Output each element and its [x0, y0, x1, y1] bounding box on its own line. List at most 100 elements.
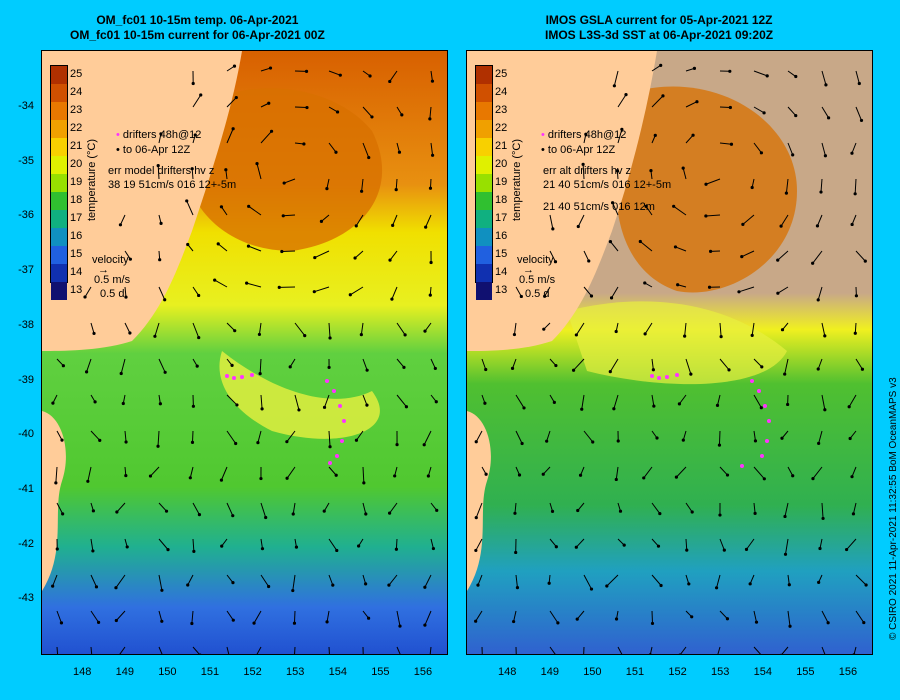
current-arrowhead [334, 473, 338, 477]
current-arrow [753, 646, 761, 654]
current-arrowhead [115, 510, 119, 514]
current-arrow [395, 538, 398, 550]
current-arrowhead [474, 516, 478, 520]
legend-err: err model drifters hv z [108, 165, 215, 177]
current-arrowhead [727, 368, 731, 372]
current-arrowhead [695, 100, 699, 104]
current-arrowhead [252, 621, 256, 625]
legend-drifters: • drifters 48h@12 [541, 129, 627, 141]
current-arrowhead [860, 367, 865, 371]
current-arrow [328, 142, 337, 153]
current-arrow [716, 574, 721, 588]
current-arrow [260, 394, 263, 409]
current-arrowhead [642, 476, 646, 480]
current-arrowhead [748, 582, 752, 586]
current-arrowhead [717, 443, 722, 447]
current-arrow [328, 106, 338, 113]
current-arrowhead [817, 441, 821, 445]
current-arrow [577, 502, 585, 511]
colorbar-swatch [51, 138, 67, 156]
current-arrowhead [618, 509, 623, 513]
copyright-credit: © CSIRO 2021 11-Apr-2021 11:32:55 BoM Oc… [888, 377, 899, 640]
current-arrow [821, 646, 826, 654]
current-arrowhead [268, 66, 273, 70]
current-arrow [583, 574, 592, 590]
current-arrow [855, 106, 862, 121]
legend-stats: 38 19 51cm/s 016 12+-5m [108, 179, 237, 191]
current-arrowhead [620, 127, 624, 131]
lon-tick-label: 148 [73, 666, 92, 678]
current-arrow [846, 538, 857, 550]
current-arrow [753, 358, 763, 368]
current-arrow [292, 502, 296, 515]
left-map-panel[interactable]: 25 24 23 22 21 20 19 18 17 16 15 14 13 temperature (… [41, 50, 448, 655]
current-arrow [260, 538, 263, 549]
right-map-canvas [467, 51, 872, 654]
velocity-time: 0.5 d [525, 288, 550, 300]
current-arrow [283, 214, 296, 217]
current-arrowhead [397, 150, 402, 154]
land-tasmania-islands [42, 411, 66, 591]
current-arrowhead [474, 548, 478, 553]
current-arrow [787, 142, 794, 156]
current-arrow [221, 206, 228, 216]
current-arrow [785, 538, 789, 555]
current-arrowhead [61, 512, 65, 516]
current-arrowhead [783, 372, 787, 376]
current-arrow [617, 646, 623, 654]
current-arrow [429, 106, 432, 119]
current-arrowhead [118, 223, 123, 227]
current-arrowhead [615, 169, 619, 173]
current-arrowhead [388, 511, 392, 515]
current-arrowhead [282, 181, 286, 185]
current-arrow [354, 250, 364, 259]
current-arrowhead [185, 199, 189, 203]
current-arrow [787, 106, 797, 116]
current-arrow [475, 538, 483, 551]
current-arrowhead [514, 550, 518, 555]
current-arrow [821, 502, 824, 519]
current-arrow [817, 358, 823, 370]
current-arrowhead [581, 162, 585, 166]
current-arrowhead [844, 547, 849, 552]
current-arrow [158, 286, 166, 300]
current-arrowhead [199, 93, 203, 97]
current-arrow [56, 502, 64, 515]
lat-tick-label: -37 [18, 264, 34, 277]
right-map-panel[interactable]: 25 24 23 22 21 20 19 18 17 16 15 14 13 temperature (… [466, 50, 873, 655]
current-arrowhead [190, 440, 195, 444]
current-arrowhead [811, 261, 815, 265]
current-arrowhead [359, 333, 363, 337]
current-arrowhead [818, 546, 822, 551]
colorbar-swatch [476, 210, 492, 228]
current-arrow [314, 250, 330, 259]
current-arrowhead [753, 439, 758, 443]
current-arrowhead [816, 367, 820, 371]
current-arrow [651, 574, 662, 586]
current-arrow [430, 538, 434, 549]
colorbar-swatch [476, 120, 492, 138]
current-arrow [328, 466, 337, 476]
current-arrow [116, 502, 126, 513]
current-arrow [820, 178, 823, 193]
current-arrow [429, 646, 432, 654]
current-arrowhead [571, 368, 576, 372]
colorbar-swatch [476, 156, 492, 174]
lon-tick-label: 152 [668, 666, 687, 678]
current-arrow [90, 646, 93, 654]
current-arrow [816, 214, 823, 227]
current-arrowhead [305, 105, 309, 110]
current-arrow [651, 610, 654, 624]
current-arrowhead [762, 111, 766, 115]
current-arrowhead [622, 543, 626, 547]
current-arrowhead [158, 402, 162, 406]
current-arrowhead [643, 332, 647, 336]
current-arrowhead [124, 440, 128, 444]
current-arrowhead [672, 204, 676, 208]
current-arrow [283, 178, 296, 184]
drifter-point [332, 389, 336, 393]
current-arrowhead [302, 142, 306, 146]
current-arrowhead [367, 155, 371, 160]
lon-tick-label: 155 [796, 666, 815, 678]
current-arrowhead [96, 620, 101, 624]
